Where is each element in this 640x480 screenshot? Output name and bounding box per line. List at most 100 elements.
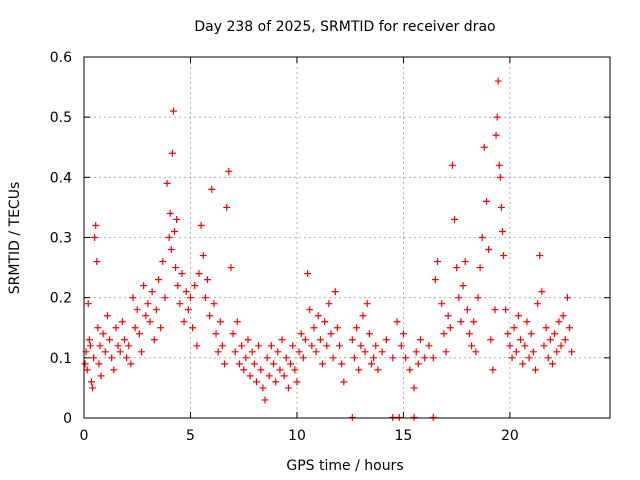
data-point <box>442 348 450 356</box>
data-point <box>333 324 341 332</box>
data-point <box>414 360 422 368</box>
data-point <box>108 354 116 362</box>
data-point <box>225 167 233 175</box>
data-point <box>173 215 181 223</box>
y-tick-label: 0.5 <box>50 110 72 126</box>
data-point <box>496 173 504 181</box>
data-point <box>440 330 448 338</box>
data-point <box>367 360 375 368</box>
data-point <box>238 342 246 350</box>
data-point <box>327 330 335 338</box>
mark-layer <box>81 77 576 421</box>
data-point <box>378 348 386 356</box>
data-point <box>461 258 469 266</box>
data-point <box>521 342 529 350</box>
data-point <box>287 360 295 368</box>
data-point <box>125 342 133 350</box>
data-point <box>95 360 103 368</box>
y-axis-label: SRMTID / TECUs <box>7 182 23 295</box>
data-point <box>169 107 177 115</box>
data-point <box>448 161 456 169</box>
data-point <box>91 234 99 241</box>
x-tick-label: 15 <box>395 428 413 444</box>
data-point <box>297 330 305 338</box>
data-point <box>89 384 97 392</box>
x-tick-label: 0 <box>80 428 89 444</box>
data-point <box>416 336 424 344</box>
data-point <box>120 336 128 344</box>
data-point <box>293 378 301 386</box>
data-point <box>267 342 275 350</box>
data-point <box>299 354 307 362</box>
data-point <box>557 342 565 350</box>
data-point <box>197 221 205 229</box>
data-point <box>167 246 175 254</box>
data-point <box>244 336 252 344</box>
data-point <box>99 330 107 338</box>
data-point <box>348 336 356 344</box>
data-point <box>129 294 137 302</box>
x-tick-label: 20 <box>501 428 519 444</box>
data-point <box>319 360 327 368</box>
data-point <box>270 360 278 368</box>
data-point <box>165 234 173 241</box>
data-point <box>210 300 218 308</box>
data-point <box>103 312 111 320</box>
data-point <box>263 354 271 362</box>
data-point <box>494 77 502 85</box>
data-point <box>110 366 118 374</box>
data-point <box>453 264 461 272</box>
data-point <box>549 360 557 368</box>
data-point <box>393 318 401 326</box>
data-point <box>444 312 452 320</box>
data-point <box>201 294 209 302</box>
data-point <box>553 348 561 356</box>
data-point <box>168 149 176 157</box>
data-point <box>325 300 333 308</box>
data-point <box>561 336 569 344</box>
data-point <box>502 306 510 314</box>
data-point <box>382 336 390 344</box>
data-point <box>291 366 299 374</box>
data-point <box>163 179 171 187</box>
data-point <box>97 372 105 380</box>
data-point <box>255 342 263 350</box>
data-point <box>246 372 254 380</box>
data-point <box>431 276 439 284</box>
data-point <box>555 318 563 326</box>
data-point <box>544 354 552 362</box>
chart-title: Day 238 of 2025, SRMTID for receiver dra… <box>194 19 495 35</box>
data-point <box>523 318 531 326</box>
data-point <box>410 384 418 392</box>
data-point <box>340 378 348 386</box>
data-point <box>242 354 250 362</box>
data-point <box>274 348 282 356</box>
data-point <box>199 252 207 260</box>
data-point <box>478 234 486 241</box>
data-point <box>492 131 500 139</box>
data-point <box>536 252 544 260</box>
data-point <box>361 348 369 356</box>
data-point <box>227 264 235 272</box>
data-point <box>399 330 407 338</box>
data-point <box>489 366 497 374</box>
data-point <box>259 384 267 392</box>
data-point <box>321 318 329 326</box>
data-point <box>482 197 490 205</box>
data-point <box>92 221 100 229</box>
data-point <box>374 366 382 374</box>
data-point <box>206 312 214 320</box>
data-point <box>155 276 163 284</box>
data-point <box>204 276 212 284</box>
data-point <box>101 348 109 356</box>
data-point <box>186 294 194 302</box>
data-point <box>142 312 150 320</box>
data-point <box>106 336 114 344</box>
data-point <box>406 366 414 374</box>
x-tick-label: 10 <box>288 428 306 444</box>
data-point <box>451 215 459 223</box>
data-point <box>329 354 337 362</box>
data-point <box>510 324 518 332</box>
data-point <box>370 354 378 362</box>
